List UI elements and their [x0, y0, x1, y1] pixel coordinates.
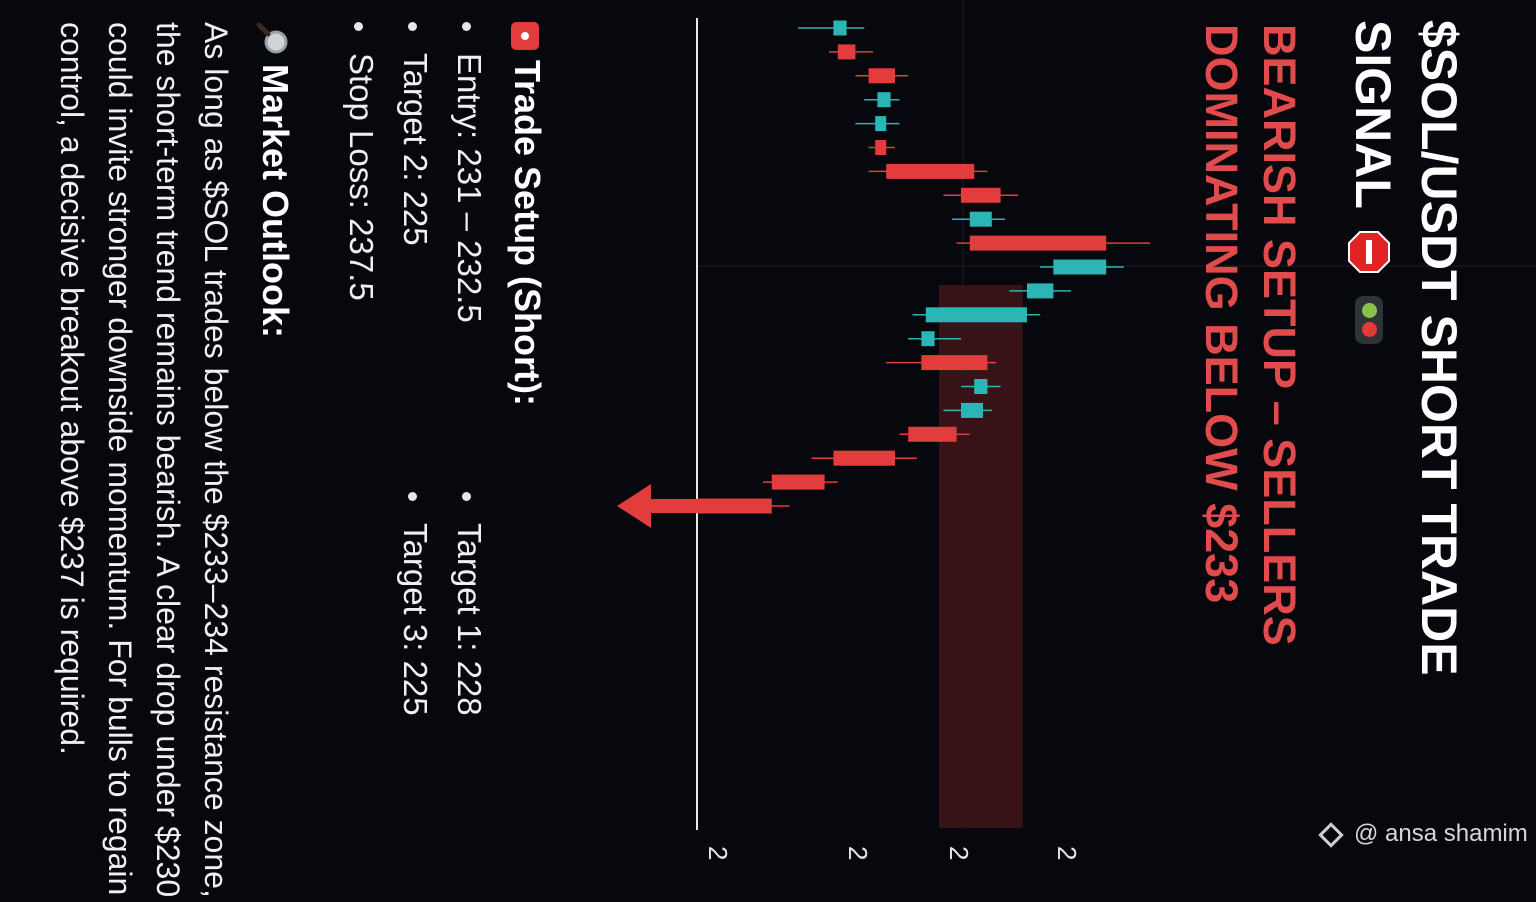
candle-body — [833, 20, 847, 36]
magnifier-icon — [256, 22, 288, 54]
resistance-zone — [939, 285, 1023, 828]
axis-tick-label: 2 — [703, 846, 733, 860]
candle-body — [697, 498, 772, 514]
candlestick-chart: 2 2 2 2 — [617, 0, 1536, 860]
candle-body — [868, 68, 895, 84]
stop-loss-item: Stop Loss: 237.5 — [342, 22, 380, 301]
candle-body — [833, 450, 895, 466]
candle-body — [1027, 283, 1054, 299]
candle-body — [921, 355, 988, 371]
entry-item: Entry: 231 – 232.5 — [450, 22, 488, 323]
axis-tick-label: 2 — [1052, 846, 1082, 860]
axis-tick-label: 2 — [843, 846, 873, 860]
candle-body — [974, 379, 988, 394]
candle-body — [875, 140, 887, 155]
market-outlook-text: As long as $SOL trades below the $233–23… — [54, 22, 234, 898]
candle-body — [969, 235, 1107, 251]
watermark: @ ansa shamim — [1318, 820, 1528, 848]
down-arrow-shaft — [649, 499, 701, 513]
candle-body — [837, 44, 856, 60]
trade-setup-heading: Trade Setup (Short): — [506, 22, 548, 406]
stop-sign-icon — [1348, 230, 1391, 273]
candle-body — [908, 426, 957, 442]
traffic-light-icon — [1355, 295, 1384, 344]
target-1-item: Target 1: 228 — [450, 492, 488, 716]
candle-body — [1053, 259, 1107, 275]
red-square-icon — [510, 22, 539, 50]
candle-body — [961, 187, 1001, 203]
candle-body — [961, 402, 983, 418]
candle-body — [921, 331, 935, 347]
candle-body — [875, 116, 887, 132]
target-3-item: Target 3: 225 — [396, 492, 434, 716]
market-outlook-heading: Market Outlook: — [254, 22, 296, 338]
candle-body — [969, 211, 992, 227]
candle-body — [771, 474, 825, 490]
candle-body — [925, 307, 1027, 323]
page-title: $SOL/USDT SHORT TRADE SIGNAL — [1345, 20, 1467, 676]
target-2-item: Target 2: 225 — [396, 22, 434, 246]
axis-tick-label: 2 — [944, 846, 974, 860]
down-arrow-icon — [617, 484, 651, 528]
page-subtitle: BEARISH SETUP – SELLERS DOMINATING BELOW… — [1196, 24, 1305, 646]
candle-body — [877, 92, 891, 108]
binance-logo-icon — [1318, 821, 1344, 848]
candle-body — [886, 163, 975, 179]
